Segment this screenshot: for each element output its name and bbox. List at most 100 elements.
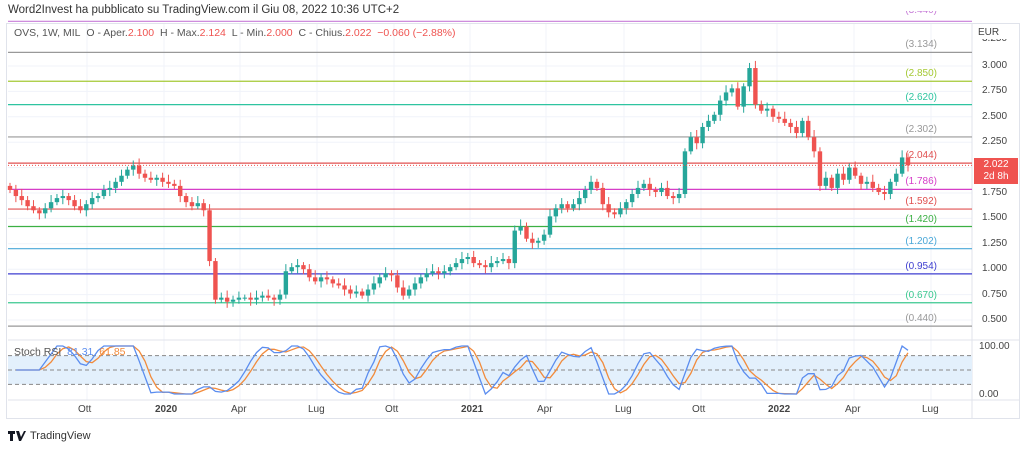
candle <box>154 174 159 186</box>
candle-body <box>453 263 459 268</box>
candle <box>641 179 647 191</box>
candle-body <box>641 183 647 188</box>
candle-body <box>119 175 124 182</box>
candle <box>54 194 60 206</box>
candle <box>313 270 318 285</box>
candle-body <box>541 234 547 241</box>
candle-body <box>230 299 236 302</box>
level-label: (2.044) <box>905 150 937 162</box>
candle-body <box>764 108 770 111</box>
candle-body <box>430 271 435 274</box>
candle-body <box>178 185 183 197</box>
stoch-band-fill <box>8 355 972 385</box>
candle <box>847 163 852 184</box>
level-label: (1.202) <box>905 235 937 247</box>
candle <box>899 150 905 177</box>
candle <box>48 195 54 213</box>
candle-body <box>582 189 588 199</box>
high-value: 2.124 <box>199 27 226 39</box>
candle <box>7 182 13 193</box>
candle <box>19 188 24 206</box>
candle <box>447 264 453 276</box>
candle <box>776 111 782 123</box>
candle <box>236 291 242 304</box>
candle <box>823 171 829 190</box>
candle-body <box>266 295 271 298</box>
candle <box>383 267 388 281</box>
candle <box>512 225 517 269</box>
candle-body <box>559 204 564 209</box>
candle-body <box>882 191 887 195</box>
candle-body <box>72 200 77 207</box>
candle <box>852 161 858 179</box>
level-label: (2.620) <box>905 91 937 103</box>
candle-body <box>852 167 858 176</box>
candle-body <box>717 100 723 115</box>
symbol-label[interactable]: OVS, 1W, MIL <box>14 27 81 39</box>
candle <box>465 252 471 265</box>
candle-body <box>447 267 453 272</box>
candle-body <box>759 104 764 111</box>
candle <box>401 280 406 300</box>
candle-body <box>37 210 42 214</box>
time-tick: Ott <box>385 404 399 415</box>
level-label: (2.850) <box>905 68 937 80</box>
candle <box>166 174 171 188</box>
candle <box>230 295 236 307</box>
candle <box>483 260 488 274</box>
candle-body <box>254 297 259 300</box>
price-tick: 3.000 <box>982 60 1008 71</box>
time-tick: 2022 <box>768 404 791 415</box>
candle <box>436 267 441 280</box>
candle-body <box>107 187 112 190</box>
candle <box>295 259 300 274</box>
candle-body <box>706 120 711 127</box>
time-tick: Lug <box>922 404 939 415</box>
candle <box>389 270 394 282</box>
candle <box>342 278 347 296</box>
candle-body <box>84 204 89 211</box>
candle <box>530 232 535 249</box>
level-label: (1.420) <box>905 213 937 225</box>
open-value: 2.100 <box>127 27 155 39</box>
candle-body <box>295 265 300 268</box>
candle <box>764 102 770 117</box>
candle-body <box>735 88 740 107</box>
candle <box>189 197 195 211</box>
candle-body <box>383 273 388 278</box>
candle <box>835 168 840 195</box>
candle-body <box>506 259 512 264</box>
time-tick: Apr <box>537 404 553 415</box>
candle <box>624 199 629 215</box>
candle <box>371 276 377 295</box>
price-tick: 1.250 <box>982 237 1008 249</box>
candle-body <box>318 277 324 282</box>
candle-body <box>7 185 13 190</box>
candle <box>759 100 764 114</box>
time-tick: Apr <box>845 404 861 415</box>
stoch-legend[interactable]: Stoch RSI 81.31 61.85 <box>14 346 126 358</box>
candle-body <box>753 68 758 105</box>
candle <box>43 203 48 219</box>
candle-body <box>665 187 670 197</box>
candle-body <box>500 259 506 262</box>
candle-body <box>471 257 476 264</box>
candle-body <box>78 206 83 211</box>
candle <box>594 178 600 191</box>
price-tick: 2.750 <box>982 85 1008 97</box>
candle-body <box>729 88 735 93</box>
candle <box>518 219 523 235</box>
time-tick: 2020 <box>155 404 178 415</box>
candle <box>559 198 564 214</box>
candle-body <box>25 200 30 207</box>
tradingview-brand[interactable]: TradingView <box>8 430 91 442</box>
candle <box>729 84 735 97</box>
candle-body <box>154 177 159 180</box>
candle <box>424 268 429 282</box>
candle-body <box>113 181 118 188</box>
candle <box>183 193 189 208</box>
candle-body <box>577 198 582 205</box>
candle <box>395 270 400 293</box>
candle-body <box>894 173 899 182</box>
